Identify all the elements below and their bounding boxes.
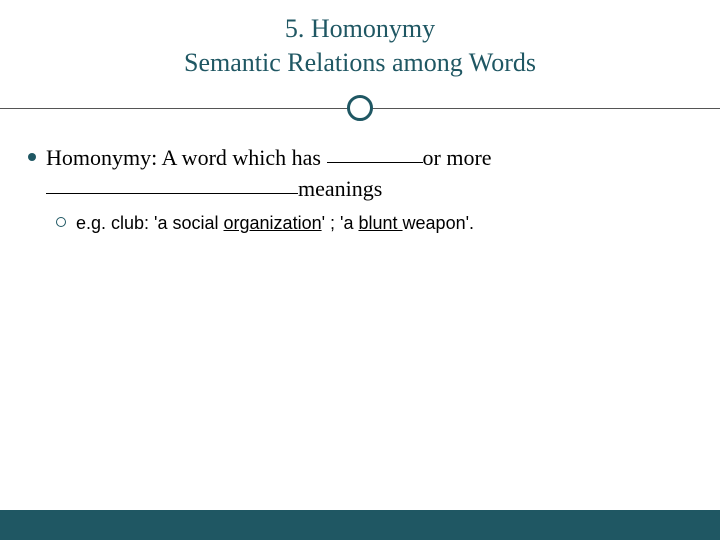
footer-bar [0,510,720,540]
title-line-1: 5. Homonymy [0,12,720,46]
blank-fill-1 [327,162,423,163]
bullet-text-1: Homonymy: A word which has or more meani… [46,142,692,206]
slide-container: 5. Homonymy Semantic Relations among Wor… [0,0,720,540]
bullet-item-1: Homonymy: A word which has or more meani… [28,142,692,206]
sub1-suffix: weapon'. [403,213,475,233]
divider-circle-icon [347,95,373,121]
divider [0,94,720,124]
blank-fill-2 [46,193,298,194]
sub1-underline-1: organization [224,213,322,233]
sub1-mid: ' ; 'a [322,213,359,233]
bullet1-prefix: Homonymy: A word which has [46,145,327,170]
bullet1-mid: or more [423,145,492,170]
title-area: 5. Homonymy Semantic Relations among Wor… [0,0,720,88]
sub-item-1: e.g. club: 'a social organization' ; 'a … [56,211,692,236]
content-area: Homonymy: A word which has or more meani… [0,124,720,237]
sub1-prefix: e.g. club: 'a social [76,213,224,233]
bullet-dot-icon [28,153,36,161]
bullet1-suffix: meanings [298,176,382,201]
sub1-underline-2: blunt [358,213,402,233]
title-line-2: Semantic Relations among Words [0,46,720,80]
sub-text-1: e.g. club: 'a social organization' ; 'a … [76,211,474,236]
sub-bullet-circle-icon [56,217,66,227]
